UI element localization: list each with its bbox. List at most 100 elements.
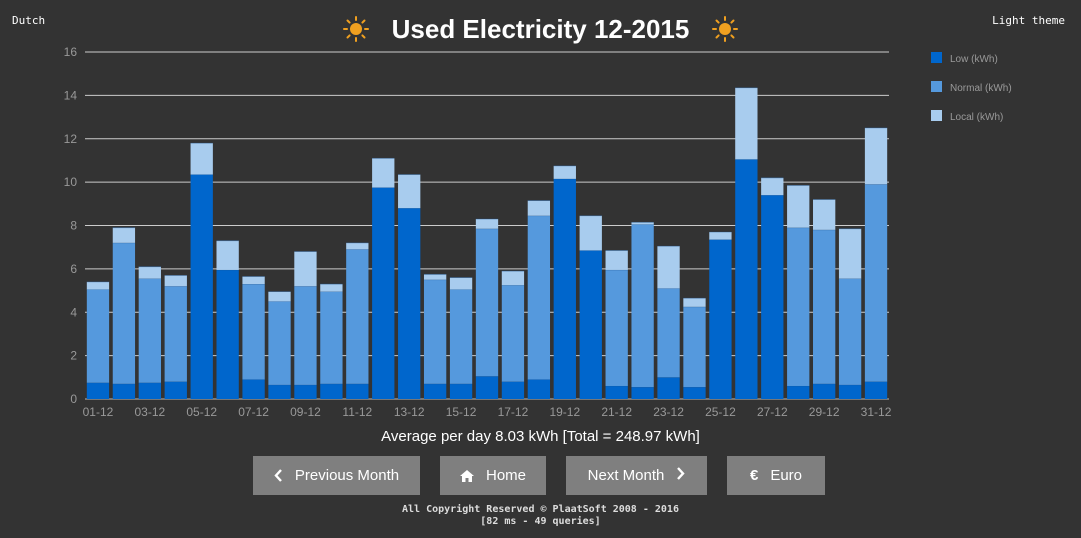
copyright-text: All Copyright Reserved © PlaatSoft 2008 …: [402, 504, 679, 515]
bar-segment: [683, 298, 706, 307]
bar-segment: [527, 379, 551, 399]
bar-segment: [112, 227, 136, 243]
x-tick-label: 09-12: [290, 405, 321, 419]
bar-segment: [86, 289, 110, 383]
bar-segment: [449, 277, 473, 290]
bar-segment: [449, 383, 473, 399]
bar-segment: [553, 165, 576, 179]
bar-segment: [138, 266, 161, 279]
bar-segment: [838, 228, 862, 279]
bar-segment: [735, 159, 758, 399]
average-summary: Average per day 8.03 kWh [Total = 248.97…: [381, 428, 700, 445]
bar-segment: [423, 279, 447, 384]
bar-segment: [138, 278, 161, 383]
bar-segment: [761, 195, 784, 399]
bar-segment: [501, 285, 525, 382]
bar-segment: [813, 383, 836, 399]
bar-segment: [164, 286, 187, 382]
bar-segment: [86, 281, 110, 290]
bar-segment: [164, 381, 187, 399]
bar-segment: [372, 158, 395, 188]
x-tick-label: 15-12: [446, 405, 477, 419]
bar-segment: [657, 246, 680, 289]
footer: All Copyright Reserved © PlaatSoft 2008 …: [0, 504, 1081, 528]
bar-segment: [112, 383, 136, 399]
theme-toggle[interactable]: Light theme: [992, 14, 1065, 27]
bar-segment: [242, 284, 265, 380]
y-tick-label: 14: [64, 88, 78, 102]
bar-segment: [398, 208, 421, 399]
bar-segment: [268, 291, 291, 302]
bar-segment: [864, 127, 888, 185]
bar-segment: [709, 232, 732, 240]
home-button[interactable]: Home: [440, 456, 546, 495]
euro-label: Euro: [770, 467, 803, 484]
x-tick-label: 05-12: [186, 405, 217, 419]
y-tick-label: 0: [70, 392, 77, 406]
bar-segment: [605, 385, 628, 399]
bar-segment: [527, 215, 551, 380]
bar-segment: [501, 381, 525, 399]
bar-segment: [294, 286, 317, 385]
bar-segment: [838, 278, 862, 385]
bar-segment: [242, 379, 265, 399]
bar-segment: [813, 199, 836, 230]
bar-segment: [268, 384, 291, 399]
legend-label: Low (kWh): [950, 54, 998, 65]
bar-segment: [631, 387, 654, 399]
bar-segment: [813, 229, 836, 384]
legend-swatch: [931, 110, 942, 121]
language-toggle[interactable]: Dutch: [12, 14, 46, 27]
bar-segment: [423, 274, 447, 280]
x-tick-label: 29-12: [809, 405, 840, 419]
y-tick-label: 2: [70, 349, 77, 363]
bar-segment: [475, 376, 499, 399]
bar-segment: [605, 269, 628, 386]
bar-segment: [838, 384, 862, 399]
bar-segment: [579, 215, 602, 251]
home-label: Home: [485, 467, 526, 484]
bar-segment: [268, 301, 291, 385]
y-tick-label: 16: [64, 45, 78, 59]
bar-segment: [346, 249, 369, 384]
sun-icon: [712, 16, 739, 42]
previous-month-label: Previous Month: [294, 467, 400, 484]
x-tick-label: 01-12: [83, 405, 114, 419]
x-tick-label: 31-12: [861, 405, 892, 419]
bar-segment: [761, 177, 784, 196]
bar-segment: [501, 271, 525, 286]
bar-segment: [190, 174, 213, 399]
x-tick-label: 07-12: [238, 405, 269, 419]
bar-segment: [242, 276, 265, 285]
euro-button[interactable]: € Euro: [727, 456, 825, 495]
bar-segment: [372, 187, 395, 399]
bar-segment: [190, 143, 213, 175]
x-tick-label: 11-12: [342, 405, 372, 419]
bar-segment: [605, 250, 628, 270]
x-tick-label: 13-12: [394, 405, 425, 419]
bar-segment: [735, 87, 758, 160]
home-icon: [459, 469, 474, 482]
bar-segment: [475, 218, 499, 229]
y-tick-label: 10: [64, 175, 78, 189]
previous-month-button[interactable]: Previous Month: [253, 456, 420, 495]
bar-segment: [527, 200, 551, 216]
bar-segment: [320, 383, 343, 399]
bar-segment: [216, 269, 239, 399]
bar-segment: [398, 174, 421, 209]
bar-segment: [579, 250, 602, 399]
bar-segment: [216, 240, 239, 270]
y-tick-label: 12: [64, 132, 78, 146]
legend-label: Normal (kWh): [950, 83, 1012, 94]
bar-segment: [475, 228, 499, 377]
chevron-left-icon: [274, 469, 283, 482]
x-tick-label: 17-12: [498, 405, 529, 419]
sun-icon: [342, 16, 369, 42]
x-tick-label: 25-12: [705, 405, 736, 419]
x-tick-label: 21-12: [601, 405, 632, 419]
y-tick-label: 4: [70, 305, 77, 319]
bar-segment: [138, 382, 161, 399]
bar-segment: [631, 224, 654, 388]
next-month-button[interactable]: Next Month: [566, 456, 707, 495]
query-stats: [82 ms - 49 queries]: [480, 516, 601, 527]
